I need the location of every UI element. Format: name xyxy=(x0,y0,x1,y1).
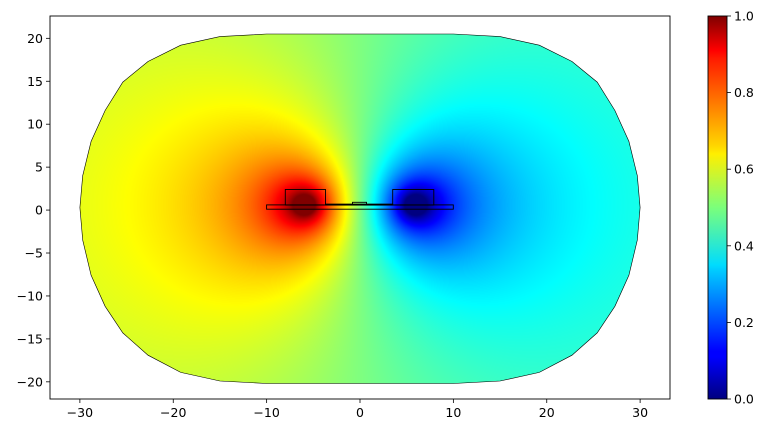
y-tick-label: 5 xyxy=(35,160,43,175)
colorbar-tick-label: 0.2 xyxy=(734,315,754,330)
y-tick-label: 0 xyxy=(35,203,43,218)
y-tick-label: −5 xyxy=(25,246,43,261)
colorbar-gradient xyxy=(708,16,727,399)
domain-boundary xyxy=(79,33,641,384)
heatmap-field xyxy=(79,34,641,384)
colorbar: 0.0 0.2 0.4 0.6 0.8 1.0 xyxy=(707,9,754,407)
colorbar-tick-label: 0.0 xyxy=(734,392,754,407)
component-outline-4 xyxy=(325,203,394,206)
colorbar-tick-label: 0.6 xyxy=(734,162,754,177)
component-outlines xyxy=(266,189,454,210)
x-tick-label: −10 xyxy=(253,405,279,420)
y-tick-label: 15 xyxy=(27,74,43,89)
colorbar-tick-label: 1.0 xyxy=(734,9,754,24)
component-outline-1 xyxy=(284,189,326,206)
y-tick-label: 20 xyxy=(27,31,43,46)
x-tick-label: −20 xyxy=(160,405,186,420)
component-outline-2 xyxy=(392,189,435,206)
x-axis: −30 −20 −10 0 10 20 30 xyxy=(67,399,648,420)
y-axis: −20 −15 −10 −5 0 5 10 15 20 xyxy=(17,31,50,389)
plot-area xyxy=(49,15,671,400)
x-tick-label: 20 xyxy=(539,405,555,420)
x-tick-label: 10 xyxy=(445,405,461,420)
y-tick-label: −10 xyxy=(17,288,43,303)
colorbar-frame xyxy=(707,15,728,400)
colorbar-tick-label: 0.4 xyxy=(734,238,754,253)
x-tick-label: 0 xyxy=(356,405,364,420)
y-tick-label: 10 xyxy=(27,117,43,132)
x-tick-label: −30 xyxy=(67,405,93,420)
y-tick-label: −15 xyxy=(17,331,43,346)
y-tick-label: −20 xyxy=(17,374,43,389)
x-tick-label: 30 xyxy=(632,405,648,420)
colorbar-ticks: 0.0 0.2 0.4 0.6 0.8 1.0 xyxy=(727,9,754,407)
colorbar-tick-label: 0.8 xyxy=(734,85,754,100)
